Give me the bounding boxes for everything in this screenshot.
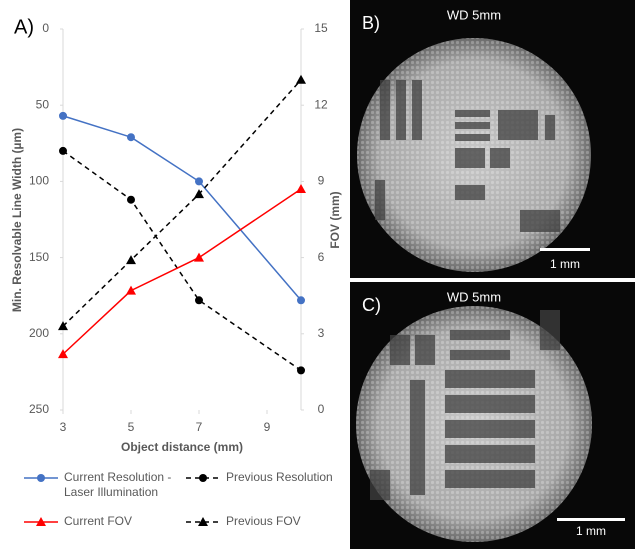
data-point — [194, 253, 204, 262]
panel-label: C) — [362, 295, 381, 315]
data-point — [194, 189, 204, 198]
x-tick-label: 9 — [264, 420, 271, 434]
x-axis-title: Object distance (mm) — [121, 440, 243, 454]
legend-entry: Previous FOV — [184, 514, 341, 529]
y2-tick-label: 6 — [318, 250, 325, 264]
y-axis-title: Min. Resolvable Line Width (µm) — [10, 128, 24, 312]
y2-tick-label: 15 — [314, 21, 328, 35]
panel-label: A) — [14, 16, 34, 38]
x-tick-label: 3 — [60, 420, 67, 434]
data-point — [127, 133, 135, 141]
data-point — [296, 75, 306, 84]
data-point — [126, 286, 136, 295]
y-tick-label: 200 — [29, 326, 49, 340]
y2-tick-label: 3 — [318, 326, 325, 340]
legend-swatch — [22, 470, 60, 485]
legend-entry: Previous Resolution — [184, 470, 341, 485]
y2-tick-label: 9 — [318, 174, 325, 188]
y-tick-label: 100 — [29, 174, 49, 188]
legend-entry: Current FOV — [22, 514, 179, 529]
data-point — [127, 196, 135, 204]
legend-marker — [37, 474, 45, 482]
legend-label: Previous FOV — [226, 514, 341, 529]
images: B) WD 5mm 1 mm C) WD 5mm 1 mm — [350, 0, 635, 549]
series-line — [63, 151, 301, 370]
legend-marker — [199, 474, 207, 482]
legend-label: Previous Resolution — [226, 470, 341, 485]
scale-bar — [540, 248, 590, 251]
y-tick-label: 50 — [36, 97, 50, 111]
legend-swatch — [184, 470, 222, 485]
data-point — [58, 321, 68, 330]
data-point — [59, 112, 67, 120]
y2-tick-label: 12 — [314, 97, 328, 111]
scale-label: 1 mm — [576, 524, 606, 538]
legend-entry: Current Resolution - Laser Illumination — [22, 470, 194, 500]
scale-label: 1 mm — [550, 257, 580, 271]
y2-axis-title: FOV (mm) — [328, 191, 342, 248]
x-tick-label: 7 — [196, 420, 203, 434]
data-point — [297, 296, 305, 304]
data-point — [59, 147, 67, 155]
scale-bar — [557, 518, 625, 521]
x-tick-label: 5 — [128, 420, 135, 434]
figure: A) Object distance (mm) Min. Resolvable … — [0, 0, 635, 549]
data-point — [195, 296, 203, 304]
legend-label: Current FOV — [64, 514, 179, 529]
data-point — [296, 184, 306, 193]
chart: A) Object distance (mm) Min. Resolvable … — [0, 0, 350, 549]
legend-label: Current Resolution - Laser Illumination — [64, 470, 194, 500]
series-line — [63, 116, 301, 300]
series-line — [63, 80, 301, 326]
y2-tick-label: 0 — [318, 402, 325, 416]
image-title: WD 5mm — [447, 289, 501, 304]
y-tick-label: 250 — [29, 402, 49, 416]
legend-swatch — [184, 514, 222, 529]
data-point — [297, 366, 305, 374]
y-tick-label: 150 — [29, 250, 49, 264]
data-point — [195, 177, 203, 185]
panel-label: B) — [362, 13, 380, 33]
series-line — [63, 189, 301, 354]
image-title: WD 5mm — [447, 7, 501, 22]
legend-swatch — [22, 514, 60, 529]
y-tick-label: 0 — [42, 21, 49, 35]
